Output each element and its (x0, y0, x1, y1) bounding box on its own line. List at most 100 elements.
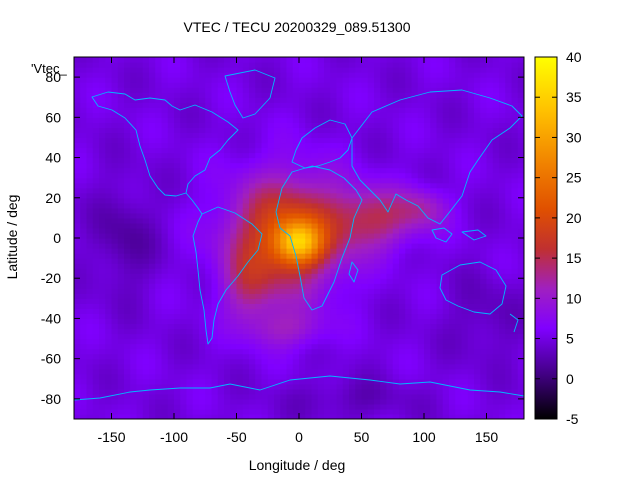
heat-cell (349, 192, 356, 199)
heat-cell (311, 157, 319, 164)
heat-cell (117, 283, 125, 289)
heat-cell (249, 152, 256, 159)
heat-cell (111, 152, 119, 159)
heat-cell (142, 112, 150, 118)
heat-cell (105, 408, 113, 415)
heat-cell (461, 127, 469, 134)
heat-cell (492, 383, 500, 390)
heat-cell (480, 162, 488, 169)
heat-cell (349, 348, 356, 355)
heat-cell (180, 318, 188, 325)
heat-cell (442, 353, 450, 360)
heat-cell (399, 187, 406, 194)
heat-cell (486, 107, 494, 113)
heat-cell (217, 112, 225, 118)
heat-cell (111, 263, 119, 269)
heat-cell (80, 258, 88, 264)
heat-cell (286, 268, 294, 274)
heat-cell (80, 318, 88, 325)
heat-cell (405, 238, 413, 244)
heat-cell (386, 338, 394, 345)
heat-cell (286, 197, 294, 204)
heat-cell (286, 338, 294, 345)
heat-cell (286, 328, 294, 335)
heat-cell (124, 187, 131, 194)
heat-cell (392, 288, 400, 294)
heat-cell (342, 388, 350, 395)
heat-cell (467, 243, 475, 249)
heat-cell (92, 102, 100, 108)
heat-cell (405, 182, 413, 189)
heat-cell (111, 112, 119, 118)
heat-cell (142, 187, 150, 194)
heat-cell (436, 87, 444, 93)
heat-cell (442, 62, 450, 68)
heat-cell (342, 253, 350, 259)
heat-cell (380, 87, 388, 93)
heat-cell (117, 328, 125, 335)
heat-cell (349, 132, 356, 139)
heat-cell (261, 227, 269, 234)
heat-cell (305, 363, 313, 370)
heat-cell (486, 408, 494, 415)
heat-cell (155, 403, 163, 410)
heat-cell (467, 358, 475, 365)
heat-cell (449, 388, 456, 395)
heat-cell (174, 328, 181, 335)
heat-cell (280, 117, 288, 123)
heat-cell (161, 338, 169, 345)
heat-cell (186, 182, 194, 189)
heat-cell (249, 122, 256, 128)
heat-cell (480, 348, 488, 355)
heat-cell (124, 142, 131, 149)
heat-cell (467, 212, 475, 219)
heat-cell (124, 238, 131, 244)
heat-cell (442, 273, 450, 279)
heat-cell (74, 253, 81, 259)
heat-cell (149, 253, 156, 259)
heat-cell (274, 298, 281, 304)
heat-cell (411, 82, 419, 88)
heat-cell (211, 403, 219, 410)
heat-cell (124, 243, 131, 249)
heat-cell (330, 127, 338, 134)
heat-cell (361, 293, 369, 299)
heat-cell (342, 293, 350, 299)
heat-cell (324, 117, 331, 123)
heat-cell (92, 238, 100, 244)
heat-cell (230, 97, 238, 103)
heat-cell (99, 202, 106, 209)
heat-cell (142, 258, 150, 264)
heat-cell (455, 72, 463, 78)
heat-cell (74, 398, 81, 405)
heat-cell (217, 122, 225, 128)
heat-cell (492, 132, 500, 139)
heat-cell (449, 57, 456, 63)
heat-cell (92, 67, 100, 73)
heat-cell (180, 343, 188, 350)
heat-cell (255, 348, 263, 355)
heat-cell (436, 358, 444, 365)
heat-cell (211, 182, 219, 189)
heat-cell (74, 388, 81, 395)
heat-cell (242, 283, 250, 289)
heat-cell (149, 338, 156, 345)
heat-cell (80, 238, 88, 244)
heat-cell (74, 197, 81, 204)
heat-cell (336, 217, 344, 224)
heat-cell (86, 403, 94, 410)
heat-cell (199, 217, 206, 224)
heat-cell (480, 363, 488, 370)
heat-cell (405, 67, 413, 73)
heat-cell (161, 147, 169, 154)
heat-cell (286, 393, 294, 400)
heat-cell (436, 403, 444, 410)
heat-cell (149, 398, 156, 405)
heat-cell (86, 293, 94, 299)
heat-cell (80, 182, 88, 189)
heat-cell (186, 263, 194, 269)
heat-cell (380, 283, 388, 289)
heat-cell (274, 117, 281, 123)
heat-cell (330, 298, 338, 304)
heat-cell (455, 273, 463, 279)
